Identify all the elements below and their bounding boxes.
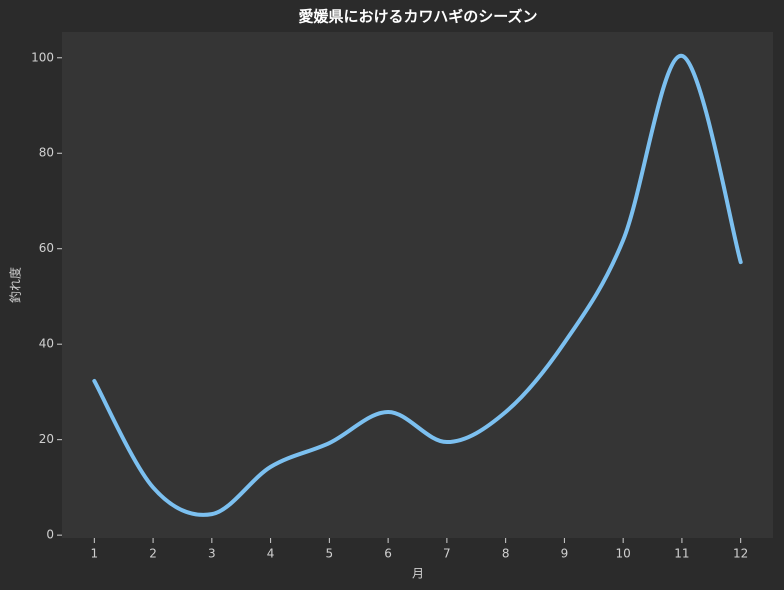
- y-tick-label: 20: [39, 432, 54, 446]
- x-tick-label: 11: [674, 547, 689, 561]
- x-tick-label: 9: [561, 547, 569, 561]
- y-tick-label: 80: [39, 146, 54, 160]
- chart-title: 愛媛県におけるカワハギのシーズン: [298, 8, 537, 26]
- y-tick-label: 100: [31, 50, 54, 64]
- y-tick-label: 0: [46, 528, 54, 542]
- x-tick-label: 2: [149, 547, 157, 561]
- x-tick-label: 12: [733, 547, 748, 561]
- x-tick-label: 5: [326, 547, 334, 561]
- x-axis-label: 月: [412, 567, 424, 581]
- x-tick-label: 7: [443, 547, 451, 561]
- x-tick-label: 4: [267, 547, 275, 561]
- y-axis-label: 釣れ度: [8, 267, 23, 303]
- x-tick-label: 10: [616, 547, 631, 561]
- x-tick-label: 3: [208, 547, 216, 561]
- plot-area: [62, 32, 773, 538]
- y-tick-label: 60: [39, 241, 54, 255]
- x-tick-label: 6: [384, 547, 392, 561]
- x-tick-label: 8: [502, 547, 510, 561]
- y-tick-label: 40: [39, 337, 54, 351]
- line: [92, 53, 743, 517]
- x-tick-label: 1: [90, 547, 98, 561]
